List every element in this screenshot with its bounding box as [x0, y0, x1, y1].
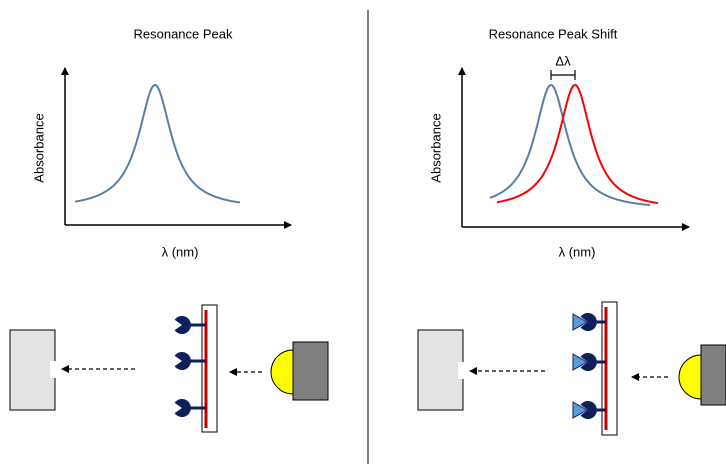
receptor-part: [174, 352, 191, 371]
panel-title: Resonance Peak Shift: [489, 26, 618, 41]
receptor-part: [174, 398, 191, 418]
light-source: [678, 344, 726, 406]
detector: [417, 329, 465, 411]
x-axis-label: λ (nm): [559, 244, 596, 259]
detector: [9, 329, 57, 411]
receptor-part: [580, 401, 597, 420]
receptor-part: [580, 313, 597, 331]
panel-title: Resonance Peak: [133, 26, 233, 41]
receptor-part: [572, 401, 589, 419]
light-source: [270, 341, 329, 401]
receptors: [572, 313, 606, 420]
receptor-part: [174, 316, 191, 334]
receptor-part: [572, 313, 589, 331]
curve-shifted: [496, 83, 659, 205]
x-axis-label: λ (nm): [162, 244, 199, 259]
curve: [489, 83, 651, 207]
curve: [74, 83, 241, 204]
shift-bracket: [550, 70, 576, 80]
shift-label: Δλ: [555, 53, 571, 68]
receptor-part: [572, 353, 589, 371]
receptor-part: [580, 352, 597, 371]
receptors: [174, 316, 206, 418]
y-axis-label: Absorbance: [428, 113, 443, 182]
y-axis-label: Absorbance: [31, 113, 46, 182]
